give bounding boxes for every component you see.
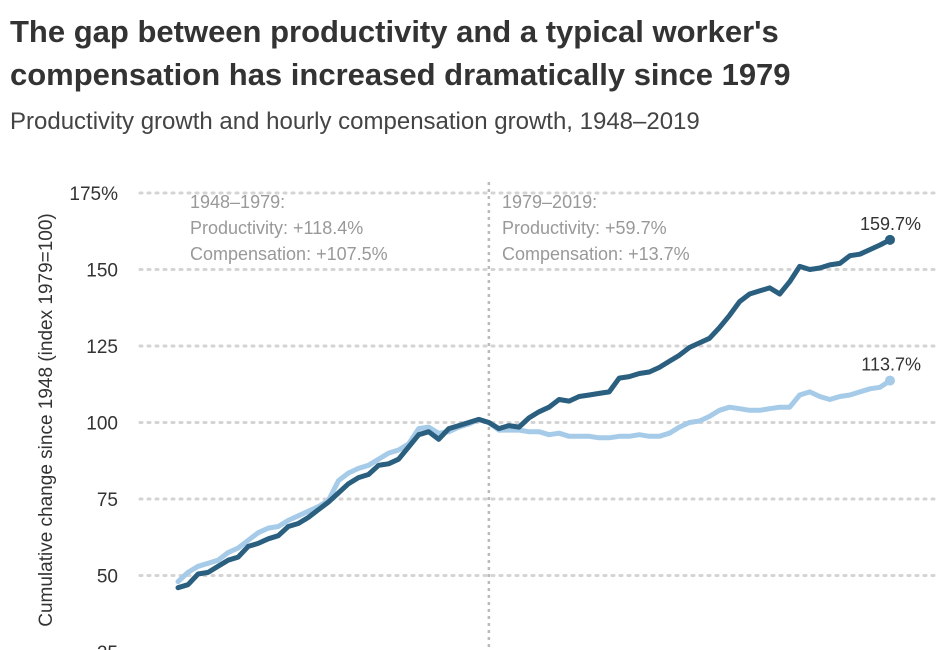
period-annotations: 1948–1979: Productivity: +118.4% Compensat…	[190, 192, 690, 264]
chart-title: The gap between productivity and a typic…	[10, 10, 940, 96]
productivity-end-label: 159.7%	[860, 214, 921, 234]
y-tick-label: 175%	[69, 184, 118, 205]
title-line-2: compensation has increased dramatically …	[10, 57, 791, 92]
y-tick-label: 125	[86, 337, 118, 358]
compensation-series: 113.7%	[175, 355, 921, 585]
compensation-end-marker	[885, 375, 895, 386]
y-tick-label: 50	[97, 567, 118, 588]
productivity-end-marker	[885, 234, 895, 245]
annotation-1-line-2: Productivity: +118.4%	[190, 218, 363, 238]
compensation-end-label: 113.7%	[861, 355, 921, 375]
compensation-line	[175, 378, 893, 585]
series-layer: 113.7% 159.7%	[175, 214, 921, 591]
y-tick-label: 75	[97, 490, 118, 511]
annotation-2-line-3: Compensation: +13.7%	[502, 244, 690, 264]
y-tick-label: 100	[86, 414, 118, 435]
y-axis-ticks: 175% 150 125 100 75 50 25	[69, 184, 118, 650]
y-tick-label: 150	[86, 261, 118, 282]
annotation-1-line-1: 1948–1979:	[190, 192, 285, 212]
annotation-2-line-1: 1979–2019:	[502, 192, 597, 212]
y-axis-label: Cumulative change since 1948 (index 1979…	[36, 213, 57, 627]
y-tick-label: 25	[97, 643, 118, 650]
annotation-2-line-2: Productivity: +59.7%	[502, 218, 667, 238]
title-line-1: The gap between productivity and a typic…	[10, 14, 779, 49]
annotation-1-line-3: Compensation: +107.5%	[190, 244, 388, 264]
productivity-series: 159.7%	[175, 214, 921, 591]
chart-subtitle: Productivity growth and hourly compensat…	[10, 108, 700, 135]
productivity-line	[175, 237, 893, 591]
